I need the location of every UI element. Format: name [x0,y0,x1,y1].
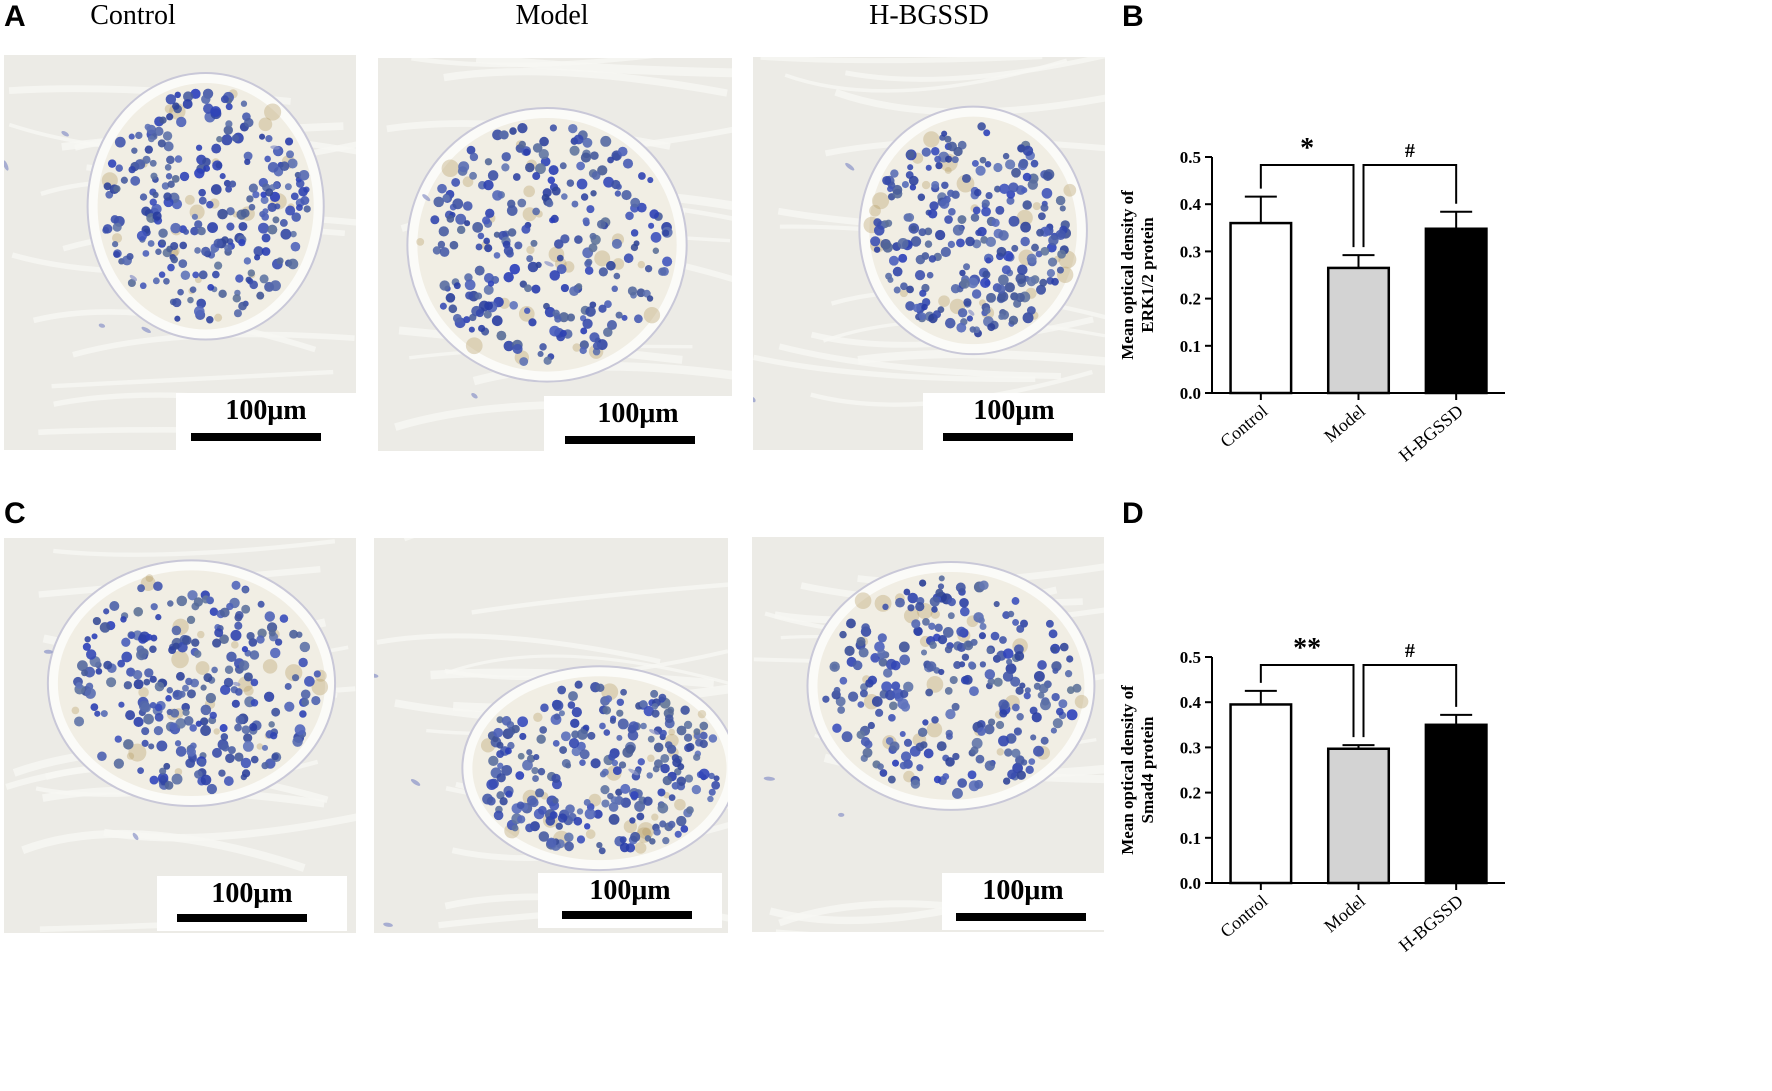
bar-model [1326,747,1391,885]
chart-d-smad4: Mean optical density ofSmad4 protein 0.0 0… [1115,540,1515,980]
y-tick-label: 0.3 [1180,242,1201,261]
bar-control [1229,703,1293,885]
scale-label: 100μm [973,395,1055,426]
panel-a-letter: A [4,0,26,33]
micrograph-a-control: 100μm [4,55,356,450]
significance-bracket [1259,664,1355,738]
x-tick-label: Control [1216,401,1271,452]
y-tick-label: 0.1 [1180,829,1201,848]
significance-label: # [1405,640,1415,662]
scale-bar-c-control: 100μm [157,876,347,931]
significance-label: * [1300,133,1314,164]
y-tick-label: 0.1 [1180,337,1201,356]
x-tick-label: Model [1320,891,1369,937]
scale-line [943,433,1073,441]
scale-bar-a-model: 100μm [544,396,732,451]
scale-bar-a-control: 100μm [176,393,356,450]
panel-b-letter: B [1122,0,1144,33]
significance-label: # [1405,140,1415,162]
significance-bracket [1362,164,1458,248]
scale-line [956,913,1086,921]
y-axis-label: Mean optical density ofSmad4 protein [1118,685,1157,855]
micrograph-c-control: 100μm [4,538,356,933]
scale-label: 100μm [225,395,307,426]
scale-label: 100μm [589,875,671,906]
panel-d-letter: D [1122,497,1144,530]
y-tick-label: 0.4 [1180,195,1202,214]
y-tick-label: 0.0 [1180,874,1201,893]
significance-bracket [1362,664,1458,738]
bar-control [1229,221,1293,395]
y-tick-label: 0.0 [1180,384,1201,403]
y-tick-label: 0.2 [1180,784,1201,803]
y-tick-label: 0.2 [1180,290,1201,309]
scale-label: 100μm [211,878,293,909]
column-title-h-bgssd: H-BGSSD [869,0,989,31]
scale-label: 100μm [597,398,679,429]
bar-h-bgssd [1424,227,1488,395]
y-axis-label: Mean optical density ofERK1/2 protein [1118,190,1157,360]
x-tick-label: Control [1216,891,1271,942]
micrograph-c-model: 100μm [374,538,728,933]
bar-model [1326,266,1391,395]
significance-bracket [1259,164,1355,248]
micrograph-a-h-bgssd: 100μm [753,57,1105,450]
y-tick-label: 0.3 [1180,738,1201,757]
column-title-model: Model [515,0,589,31]
scale-label: 100μm [982,875,1064,906]
x-tick-label: Model [1320,401,1369,447]
scale-bar-c-model: 100μm [538,873,722,928]
micrograph-c-h-bgssd: 100μm [752,537,1104,932]
y-tick-label: 0.4 [1180,693,1202,712]
scale-bar-a-h-bgssd: 100μm [923,393,1105,450]
y-tick-label: 0.5 [1180,648,1201,667]
panel-c-letter: C [4,497,26,530]
scale-line [177,914,307,922]
bar-h-bgssd [1424,723,1488,885]
y-tick-label: 0.5 [1180,148,1201,167]
scale-line [562,911,692,919]
chart-b-erk12: Mean optical density ofERK1/2 protein 0.0… [1115,40,1515,490]
x-tick-label: H-BGSSD [1395,891,1467,956]
significance-label: ** [1293,633,1321,664]
column-title-control: Control [90,0,176,31]
scale-line [191,433,321,441]
x-tick-label: H-BGSSD [1395,401,1467,466]
scale-bar-c-h-bgssd: 100μm [942,873,1104,930]
micrograph-a-model: 100μm [378,58,732,451]
scale-line [565,436,695,444]
